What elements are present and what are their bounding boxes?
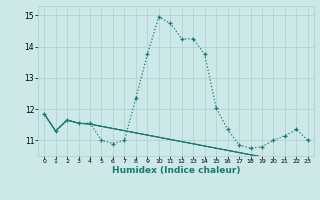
X-axis label: Humidex (Indice chaleur): Humidex (Indice chaleur) bbox=[112, 166, 240, 175]
